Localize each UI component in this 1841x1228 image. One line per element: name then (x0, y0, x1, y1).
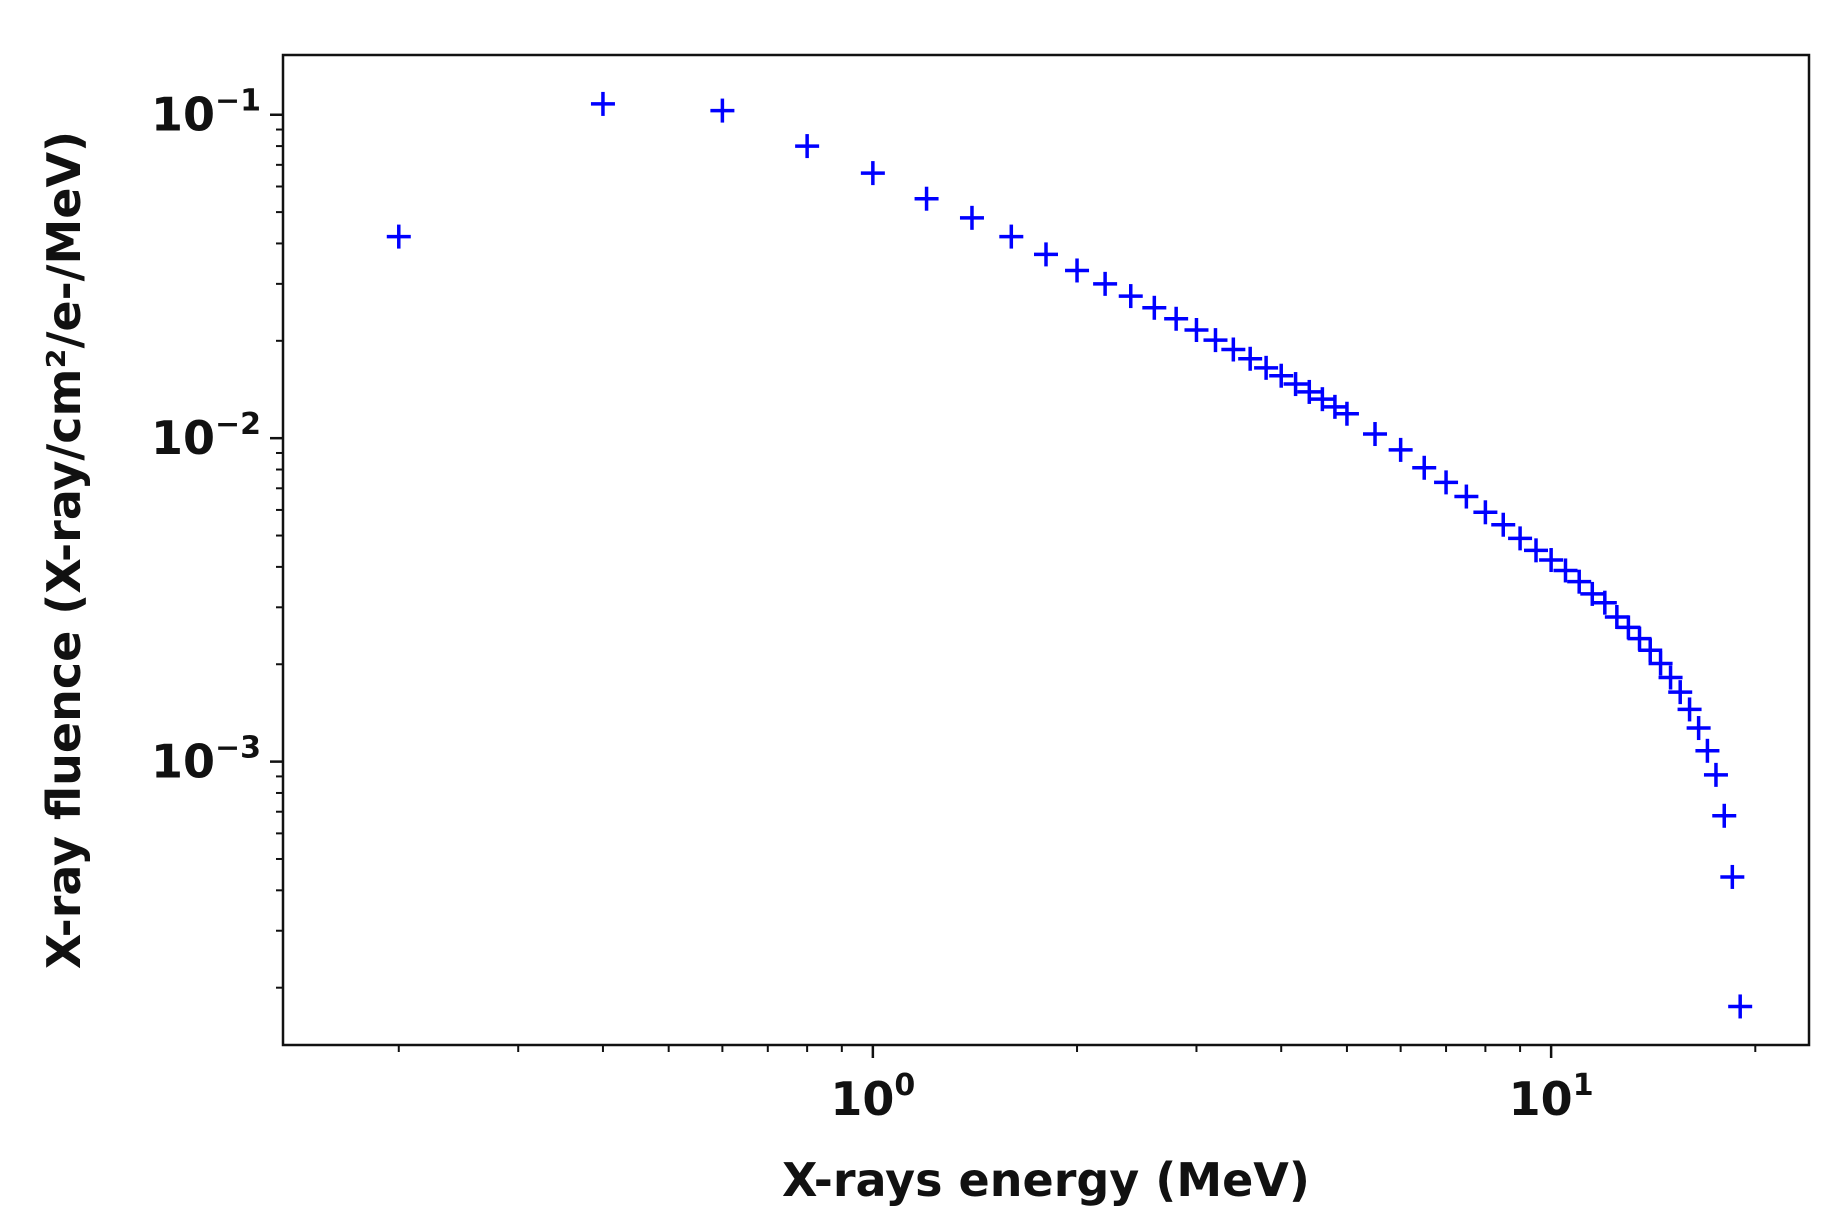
data-point (1703, 762, 1728, 787)
data-point (1454, 484, 1479, 509)
y-tick-label: 10−1 (151, 84, 261, 142)
data-point (1539, 548, 1564, 573)
plot-area-frame (281, 53, 1811, 1047)
x-tick-label: 100 (830, 1068, 915, 1126)
data-point (1616, 615, 1641, 640)
data-point (1238, 346, 1263, 371)
y-axis-label: X-ray fluence (X-ray/cm²/e-/MeV) (37, 131, 91, 969)
data-point (1184, 318, 1209, 343)
tick-labels: 100 101 10−1 10−2 10−3 (151, 84, 1594, 1126)
data-point (1567, 569, 1592, 594)
data-point (1310, 387, 1335, 412)
data-point (1065, 258, 1090, 283)
data-point (1686, 716, 1711, 741)
data-point (590, 91, 615, 116)
data-point (1592, 590, 1617, 615)
x-axis-label: X-rays energy (MeV) (782, 1153, 1310, 1207)
data-point (1434, 470, 1459, 495)
data-point (1203, 328, 1228, 353)
data-point (386, 224, 411, 249)
data-point (1677, 697, 1702, 722)
data-point (999, 224, 1024, 249)
data-series-markers (386, 91, 1753, 1019)
data-point (1118, 284, 1143, 309)
data-point (1604, 604, 1629, 629)
data-point (1254, 355, 1279, 380)
data-point (1728, 994, 1753, 1019)
data-point (1363, 422, 1388, 447)
data-point (1491, 512, 1516, 537)
data-point (1712, 803, 1737, 828)
data-point (1508, 526, 1533, 551)
data-point (795, 134, 820, 159)
data-point (1034, 242, 1058, 267)
data-point (1627, 626, 1652, 651)
minor-ticks (276, 128, 1757, 1052)
y-tick-label: 10−2 (151, 407, 261, 465)
data-point (1093, 271, 1118, 296)
data-point (1334, 401, 1359, 426)
y-tick-label: 10−3 (151, 731, 261, 789)
data-point (1720, 864, 1745, 889)
data-point (959, 205, 984, 230)
data-point (1164, 306, 1189, 331)
major-ticks (270, 113, 1553, 1058)
data-point (1388, 437, 1413, 462)
data-point (914, 186, 939, 211)
data-point (1142, 295, 1167, 320)
data-point (1648, 651, 1673, 676)
data-point (1283, 372, 1308, 397)
data-point (1412, 455, 1437, 480)
data-point (1553, 558, 1578, 583)
data-point (710, 98, 735, 123)
data-point (1638, 638, 1663, 663)
data-point (860, 161, 885, 186)
data-point (1322, 394, 1347, 419)
data-point (1695, 738, 1720, 763)
data-point (1580, 581, 1605, 606)
data-point (1297, 379, 1322, 404)
data-point (1524, 538, 1549, 563)
data-point (1269, 363, 1294, 388)
data-point (1658, 665, 1683, 690)
data-point (1473, 500, 1498, 525)
data-point (1668, 680, 1693, 705)
x-tick-label: 101 (1509, 1068, 1594, 1126)
data-point (1221, 337, 1246, 362)
